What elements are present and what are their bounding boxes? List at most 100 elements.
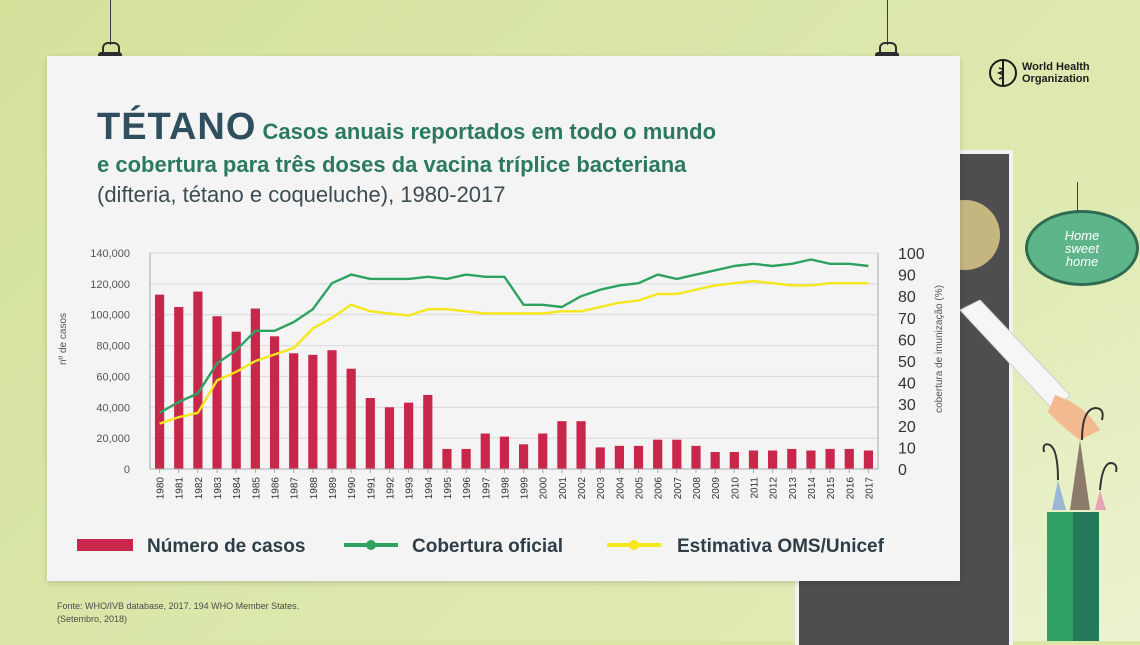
bar xyxy=(863,450,874,469)
x-tick-label: 2013 xyxy=(788,477,799,500)
bar xyxy=(614,445,624,469)
x-tick-label: 1987 xyxy=(290,477,301,500)
legend-official-marker xyxy=(366,540,376,550)
sign-text-3: home xyxy=(1065,253,1099,269)
cases-bars xyxy=(154,291,874,469)
umbrella-stand xyxy=(1047,512,1099,641)
official-coverage-line xyxy=(159,258,869,414)
bar xyxy=(806,450,816,469)
bar xyxy=(404,402,414,469)
bar xyxy=(825,448,835,469)
bar xyxy=(461,448,471,469)
x-tick-label: 2007 xyxy=(673,477,684,500)
x-tick-label: 2014 xyxy=(807,477,818,500)
arm-illustration xyxy=(960,300,1100,440)
x-tick-label: 2002 xyxy=(577,477,588,500)
y2-tick-label: 50 xyxy=(898,354,916,371)
x-tick-label: 2015 xyxy=(826,477,837,500)
y-tick-label: 140,000 xyxy=(90,248,130,260)
x-tick-label: 1986 xyxy=(271,477,282,500)
x-tick-label: 2012 xyxy=(769,477,780,500)
x-tick-label: 2003 xyxy=(596,477,607,500)
x-tick-label: 1984 xyxy=(232,477,243,500)
bar xyxy=(787,448,797,469)
x-tick-label: 1988 xyxy=(309,477,320,500)
legend-official-label: Cobertura oficial xyxy=(412,536,563,557)
bar xyxy=(576,421,586,469)
legend-estimate-marker xyxy=(629,540,639,550)
legend-estimate-label: Estimativa OMS/Unicef xyxy=(677,536,885,557)
x-tick-label: 1983 xyxy=(213,477,224,500)
x-tick-label: 1993 xyxy=(405,477,416,500)
estimate-coverage-line xyxy=(159,279,869,425)
x-tick-label: 2001 xyxy=(558,477,569,500)
y2-tick-label: 40 xyxy=(898,376,916,393)
bar xyxy=(672,439,682,469)
bar xyxy=(844,448,854,469)
x-tick-label: 2009 xyxy=(711,477,722,500)
x-tick-label: 2000 xyxy=(539,477,550,500)
x-tick-label: 1999 xyxy=(520,477,531,500)
x-tick-label: 2011 xyxy=(749,477,760,499)
y-tick-label: 40,000 xyxy=(96,402,130,414)
x-tick-label: 1985 xyxy=(251,477,262,500)
y2-tick-label: 90 xyxy=(898,268,916,285)
chart-axes: 0 20,000 40,000 60,000 80,000 100,000 120,000 1… xyxy=(90,246,925,499)
bar xyxy=(327,350,337,469)
legend: Número de casos Cobertura oficial Estima… xyxy=(77,536,885,557)
source-note: Fonte: WHO/IVB database, 2017. 194 WHO M… xyxy=(57,600,299,626)
x-tick-label: 1992 xyxy=(385,477,396,500)
y-tick-label: 120,000 xyxy=(90,279,130,291)
bar xyxy=(193,291,203,469)
x-tick-label: 2006 xyxy=(654,477,665,500)
x-tick-label: 1991 xyxy=(366,477,377,500)
bar xyxy=(423,394,433,469)
hanging-string-right xyxy=(887,0,888,45)
subtitle-line-2: e cobertura para três doses da vacina tr… xyxy=(97,152,687,177)
bar xyxy=(480,433,490,469)
x-tick-label: 1989 xyxy=(328,477,339,500)
who-emblem-icon xyxy=(989,59,1017,87)
page-title: TÉTANO xyxy=(97,106,257,148)
y2-tick-label: 30 xyxy=(898,397,916,414)
coverage-lines xyxy=(159,258,869,425)
bar xyxy=(729,452,739,469)
bar xyxy=(653,439,663,469)
who-logo: World Health Organization xyxy=(988,58,1090,88)
y2-axis-label: cobertura de imunização (%) xyxy=(934,285,945,413)
bar xyxy=(365,398,375,469)
y-tick-label: 60,000 xyxy=(96,371,130,383)
y2-tick-label: 100 xyxy=(898,246,925,263)
y2-tick-label: 20 xyxy=(898,419,916,436)
x-tick-label: 1981 xyxy=(175,477,186,500)
bar xyxy=(499,436,510,469)
umbrellas-illustration xyxy=(1042,406,1118,510)
who-logo-line2: Organization xyxy=(1022,73,1090,85)
bar xyxy=(174,307,184,469)
x-tick-label: 2010 xyxy=(730,477,741,500)
source-line-1: Fonte: WHO/IVB database, 2017. 194 WHO M… xyxy=(57,601,300,611)
x-tick-label: 1995 xyxy=(443,477,454,500)
bar xyxy=(710,452,720,469)
bar xyxy=(633,445,644,469)
y2-tick-label: 60 xyxy=(898,332,916,349)
bar xyxy=(748,450,759,469)
legend-cases-label: Número de casos xyxy=(147,536,305,557)
legend-cases-swatch xyxy=(77,539,133,551)
who-logo-line1: World Health xyxy=(1022,61,1090,73)
home-sweet-home-sign: Home sweet home xyxy=(1025,210,1139,286)
source-line-2: (Setembro, 2018) xyxy=(57,614,128,624)
x-tick-label: 1998 xyxy=(500,477,511,500)
bar xyxy=(538,433,548,469)
x-tick-label: 2016 xyxy=(845,477,856,500)
x-tick-label: 2017 xyxy=(864,477,875,500)
sign-text-1: Home xyxy=(1064,227,1100,243)
bar xyxy=(154,294,165,469)
bar xyxy=(231,331,241,469)
sign-string xyxy=(1077,182,1078,212)
bar xyxy=(308,354,318,469)
x-tick-label: 1982 xyxy=(194,477,205,500)
x-tick-label: 1990 xyxy=(347,477,358,500)
y2-tick-label: 70 xyxy=(898,311,916,328)
